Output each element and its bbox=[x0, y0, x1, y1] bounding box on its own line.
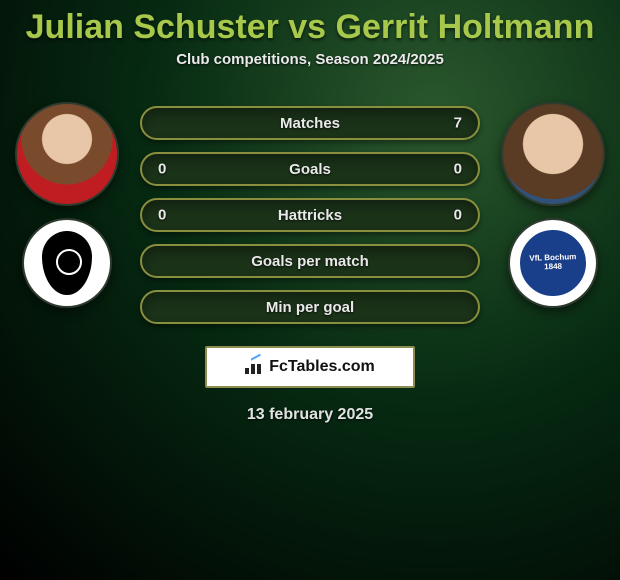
left-player-avatar bbox=[15, 102, 119, 206]
season-subtitle: Club competitions, Season 2024/2025 bbox=[0, 51, 620, 68]
brand-text: FcTables.com bbox=[269, 358, 375, 376]
stat-left-value: 0 bbox=[158, 207, 166, 224]
stats-bars: Matches 7 0 Goals 0 0 Hattricks 0 Goals per matc… bbox=[140, 106, 480, 324]
left-club-logo bbox=[22, 218, 112, 308]
shield-icon bbox=[42, 231, 92, 295]
right-player-avatar bbox=[501, 102, 605, 206]
comparison-body: Matches 7 0 Goals 0 0 Hattricks 0 Goals per matc… bbox=[0, 102, 620, 324]
brand-box[interactable]: FcTables.com bbox=[205, 346, 415, 388]
stat-label: Matches bbox=[280, 115, 340, 132]
stat-right-value: 0 bbox=[454, 207, 462, 224]
stat-label: Min per goal bbox=[266, 299, 354, 316]
left-player-column bbox=[12, 102, 122, 308]
comparison-card: Julian Schuster vs Gerrit Holtmann Club … bbox=[0, 0, 620, 580]
stat-label: Hattricks bbox=[278, 207, 342, 224]
stat-bar: Goals per match bbox=[140, 244, 480, 278]
stat-label: Goals bbox=[289, 161, 331, 178]
chart-icon bbox=[245, 360, 263, 374]
footer: FcTables.com 13 february 2025 bbox=[0, 346, 620, 424]
stat-right-value: 0 bbox=[454, 161, 462, 178]
stat-left-value: 0 bbox=[158, 161, 166, 178]
stat-right-value: 7 bbox=[454, 115, 462, 132]
page-title: Julian Schuster vs Gerrit Holtmann bbox=[0, 8, 620, 47]
stat-bar: 0 Goals 0 bbox=[140, 152, 480, 186]
date-stamp: 13 february 2025 bbox=[247, 406, 373, 424]
right-player-column: VfL Bochum 1848 bbox=[498, 102, 608, 308]
stat-bar: Matches 7 bbox=[140, 106, 480, 140]
stat-bar: Min per goal bbox=[140, 290, 480, 324]
club-badge-icon: VfL Bochum 1848 bbox=[516, 226, 590, 300]
right-club-badge-text: VfL Bochum 1848 bbox=[520, 253, 587, 273]
stat-label: Goals per match bbox=[251, 253, 369, 270]
right-club-logo: VfL Bochum 1848 bbox=[508, 218, 598, 308]
stat-bar: 0 Hattricks 0 bbox=[140, 198, 480, 232]
